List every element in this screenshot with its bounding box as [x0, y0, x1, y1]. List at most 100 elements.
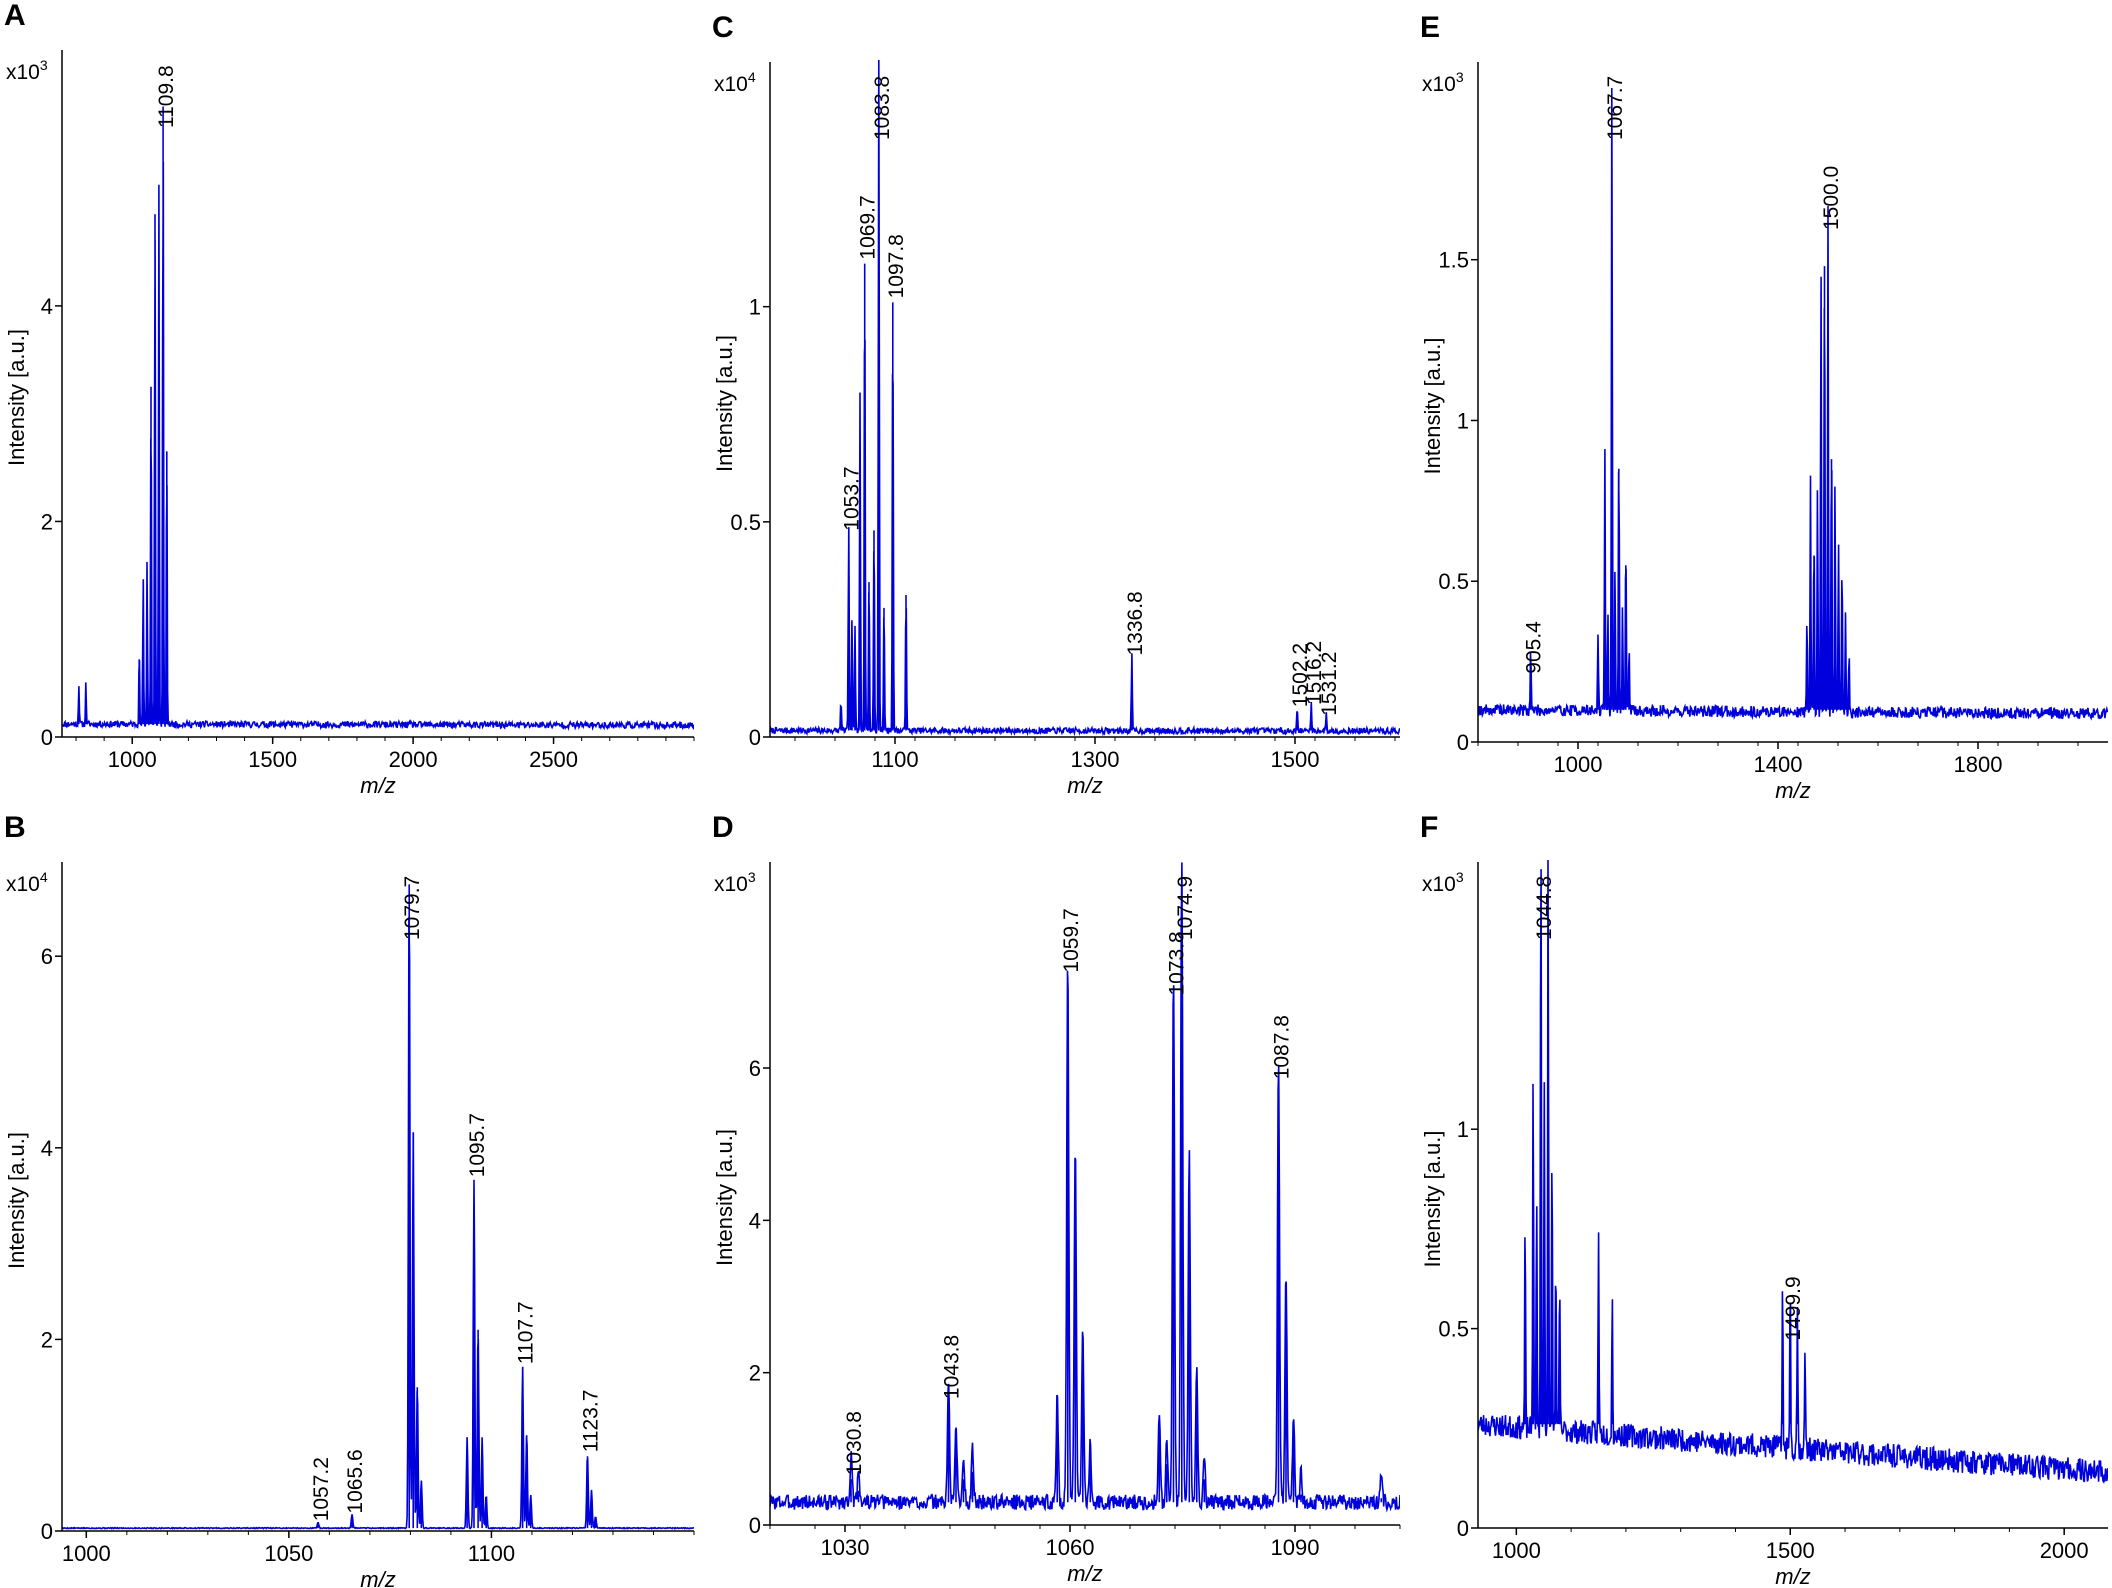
- y-axis-label: Intensity [a.u.]: [1420, 1131, 1445, 1268]
- y-axis-label: Intensity [a.u.]: [4, 329, 29, 466]
- x-tick-label: 1000: [1492, 1538, 1541, 1563]
- x-tick-label: 1000: [1554, 752, 1603, 777]
- y-tick-label: 4: [41, 294, 53, 319]
- y-tick-label: 1: [1457, 1117, 1469, 1142]
- peak-label: 1123.7: [580, 1390, 603, 1453]
- y-tick-label: 0: [1457, 1516, 1469, 1541]
- x-tick-label: 2000: [2040, 1538, 2089, 1563]
- y-axis-label: Intensity [a.u.]: [4, 1132, 29, 1269]
- spectrum-trace: [62, 884, 694, 1530]
- y-multiplier-label: x103: [1422, 869, 1464, 896]
- x-axis-label: m/z: [1067, 1561, 1102, 1586]
- x-tick-label: 1090: [1271, 1535, 1320, 1560]
- peak-label: 1073.8: [1166, 931, 1189, 995]
- y-axis-label: Intensity [a.u.]: [712, 1129, 737, 1266]
- panel-letter: A: [4, 0, 26, 32]
- y-tick-label: 0: [1457, 730, 1469, 755]
- x-tick-label: 1500: [1766, 1538, 1815, 1563]
- panel-letter: F: [1420, 811, 1438, 844]
- x-axis-label: m/z: [1775, 778, 1810, 803]
- peak-label: 1502.2: [1289, 643, 1312, 707]
- x-tick-label: 1030: [821, 1535, 870, 1560]
- y-multiplier-label: x104: [6, 869, 48, 896]
- peak-label: 905.4: [1523, 621, 1546, 674]
- peak-label: 1095.7: [466, 1113, 489, 1177]
- panel-letter: D: [712, 811, 734, 844]
- peak-label: 1030.8: [843, 1411, 866, 1475]
- peak-label: 1499.9: [1782, 1276, 1805, 1340]
- x-tick-label: 2500: [529, 747, 578, 772]
- y-tick-label: 2: [41, 1327, 53, 1352]
- y-tick-label: 0.5: [1438, 1317, 1469, 1342]
- y-tick-label: 0: [749, 1513, 761, 1538]
- y-tick-label: 6: [749, 1056, 761, 1081]
- y-multiplier-label: x104: [714, 69, 756, 96]
- y-multiplier-label: x103: [1422, 69, 1464, 96]
- y-tick-label: 0: [41, 725, 53, 750]
- spectrum-trace: [62, 106, 694, 732]
- peak-label: 1074.9: [1174, 876, 1197, 940]
- peak-label: 1069.7: [857, 195, 880, 259]
- spectrum-trace: [770, 862, 1400, 1513]
- peak-label: 1109.8: [155, 65, 178, 128]
- peak-label: 1057.2: [310, 1457, 333, 1521]
- peak-label: 1043.8: [941, 1335, 964, 1399]
- x-axis-label: m/z: [360, 1567, 395, 1588]
- peak-label: 1516.2: [1303, 641, 1326, 705]
- y-tick-label: 1.5: [1438, 248, 1469, 273]
- peak-label: 1087.8: [1271, 1015, 1294, 1079]
- y-tick-label: 0.5: [730, 510, 761, 535]
- y-axis-label: Intensity [a.u.]: [712, 335, 737, 472]
- peak-label: 1336.8: [1124, 591, 1147, 655]
- peak-label: 1500.0: [1820, 166, 1843, 230]
- peak-label: 1044.8: [1533, 876, 1556, 940]
- x-tick-label: 1100: [468, 1541, 515, 1566]
- peak-label: 1079.7: [401, 876, 424, 940]
- y-tick-label: 0.5: [1438, 569, 1469, 594]
- x-tick-label: 1050: [264, 1541, 313, 1566]
- x-tick-label: 1000: [62, 1541, 111, 1566]
- spectrum-trace: [1478, 860, 2108, 1485]
- x-tick-label: 1800: [1954, 752, 2003, 777]
- y-multiplier-label: x103: [714, 869, 756, 896]
- x-tick-label: 2000: [389, 747, 438, 772]
- x-tick-label: 1400: [1754, 752, 1803, 777]
- peak-label: 1531.2: [1318, 652, 1341, 716]
- peak-label: 1097.8: [885, 234, 908, 298]
- y-tick-label: 0: [749, 725, 761, 750]
- peak-label: 1053.7: [841, 466, 864, 530]
- x-tick-label: 1060: [1046, 1535, 1095, 1560]
- peak-label: 1065.6: [344, 1449, 367, 1513]
- y-multiplier-label: x103: [6, 57, 48, 84]
- y-tick-label: 1: [749, 295, 761, 320]
- spectrum-trace: [1478, 87, 2108, 721]
- peak-label: 1067.7: [1604, 76, 1627, 140]
- x-axis-label: m/z: [1067, 773, 1102, 798]
- y-tick-label: 2: [41, 509, 53, 534]
- peak-label: 1083.8: [871, 76, 894, 140]
- x-axis-label: m/z: [1775, 1564, 1810, 1588]
- panel-letter: B: [4, 811, 26, 844]
- y-tick-label: 4: [749, 1208, 761, 1233]
- panel-letter: E: [1420, 11, 1440, 44]
- y-tick-label: 4: [41, 1136, 53, 1161]
- x-tick-label: 1300: [1071, 747, 1120, 772]
- y-tick-label: 1: [1457, 408, 1469, 433]
- x-tick-label: 1000: [108, 747, 157, 772]
- y-tick-label: 0: [41, 1519, 53, 1544]
- peak-label: 1107.7: [515, 1301, 538, 1364]
- x-tick-label: 1500: [248, 747, 297, 772]
- spectrum-trace: [770, 60, 1400, 737]
- y-tick-label: 2: [749, 1361, 761, 1386]
- x-axis-label: m/z: [360, 773, 395, 798]
- x-tick-label: 1100: [871, 747, 918, 772]
- x-tick-label: 1500: [1271, 747, 1320, 772]
- y-tick-label: 6: [41, 944, 53, 969]
